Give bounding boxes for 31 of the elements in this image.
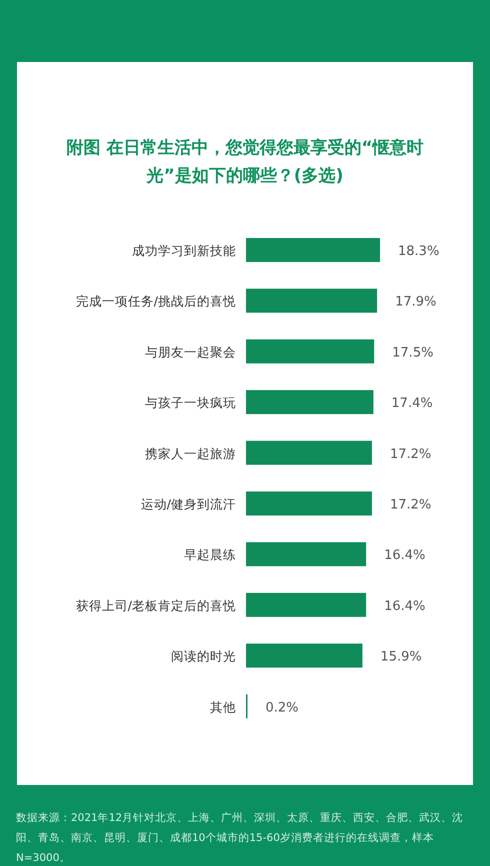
y-tick-label: 其他 — [210, 699, 236, 714]
data-label: 17.2% — [390, 446, 432, 462]
y-tick-label: 阅读的时光 — [171, 648, 236, 664]
data-label: 17.4% — [391, 396, 433, 412]
bar — [246, 644, 362, 668]
y-tick-label: 携家人一起旅游 — [145, 446, 236, 461]
y-tick-label: 与孩子一块疯玩 — [145, 395, 236, 410]
y-tick-label: 运动/健身到流汗 — [140, 496, 236, 512]
data-label: 16.4% — [384, 548, 426, 564]
bar — [246, 390, 374, 414]
bar — [246, 440, 372, 465]
bar — [246, 288, 378, 313]
bar — [246, 238, 380, 262]
bar — [246, 492, 372, 516]
y-tick-label: 与朋友一起聚会 — [145, 344, 236, 360]
source-note: 数据来源：2021年12月针对北京、上海、广州、深圳、太原、重庆、西安、合肥、武汉、沈阳、青岛、南京、昆明、厦门、成都10个城市的15-60岁消费者进行的在线调查，样本N=3000。 — [16, 811, 464, 866]
y-tick-label: 早起晨练 — [184, 547, 236, 562]
chart-title: 附图 在日常生活中，您觉得您最享受的“惬意时光”是如下的哪些？(多选) — [65, 137, 425, 188]
y-tick-label: 获得上司/老板肯定后的喜悦 — [76, 598, 236, 613]
data-label: 15.9% — [380, 650, 422, 665]
bar — [246, 542, 366, 566]
data-label: 17.9% — [395, 294, 436, 310]
data-label: 17.2% — [390, 498, 432, 512]
data-label: 18.3% — [398, 244, 440, 259]
data-label: 0.2% — [265, 700, 298, 716]
data-label: 16.4% — [384, 598, 426, 614]
y-tick-label: 完成一项任务/挑战后的喜悦 — [76, 294, 236, 309]
bar — [246, 339, 374, 364]
bar — [246, 592, 366, 617]
data-label: 17.5% — [392, 345, 434, 360]
y-tick-label: 成功学习到新技能 — [132, 243, 236, 258]
